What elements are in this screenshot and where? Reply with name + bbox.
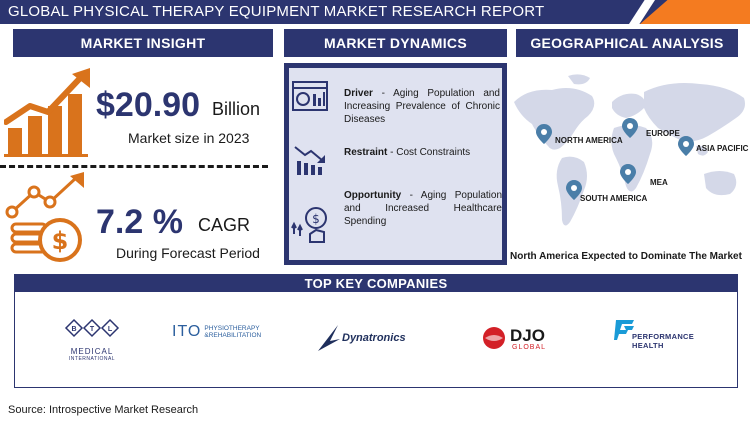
world-map [514, 74, 745, 226]
restraint-description: - Cost Constraints [390, 147, 471, 158]
europe-pin-icon [622, 118, 638, 138]
decline-chart-icon [294, 146, 325, 175]
restraint-text: Restraint - Cost Constraints [344, 146, 500, 159]
source-note: Source: Introspective Market Research [8, 404, 199, 416]
cagr-caption: During Forecast Period [116, 245, 260, 261]
djo-sub: GLOBAL [512, 344, 547, 351]
performance-health-mark-icon [614, 320, 634, 340]
djo-name: DJO [510, 326, 545, 345]
market-size-unit: Billion [212, 99, 261, 119]
ito-name: ITO [172, 323, 202, 340]
cagr-unit: CAGR [198, 215, 251, 235]
opportunity-text: Opportunity - Aging Population and Incre… [344, 189, 502, 228]
market-size-caption: Market size in 2023 [128, 130, 250, 146]
region-north-america: NORTH AMERICA [555, 136, 623, 145]
btl-sub2: INTERNATIONAL [68, 356, 116, 362]
top-key-companies-heading: TOP KEY COMPANIES [14, 274, 738, 292]
south-america-pin-icon [566, 180, 582, 200]
svg-text:T: T [90, 326, 95, 333]
bar-growth-icon [4, 68, 90, 157]
dynatronics-mark-icon [318, 325, 340, 351]
svg-text:B: B [71, 326, 76, 333]
djo-logo: DJO GLOBAL [482, 326, 562, 352]
restraint-label: Restraint [344, 147, 388, 158]
asia-pacific-pin-icon [678, 136, 694, 156]
dynatronics-logo: Dynatronics [316, 322, 426, 354]
svg-text:L: L [108, 326, 113, 333]
svg-text:$: $ [52, 227, 69, 255]
divider [0, 165, 268, 168]
dynatronics-name: Dynatronics [342, 332, 406, 344]
market-size-value: $20.90 [96, 86, 200, 124]
region-mea: MEA [650, 178, 668, 187]
region-europe: EUROPE [646, 129, 680, 138]
dollar-growth-icon: $ [5, 172, 84, 262]
geographical-analysis-heading: GEOGRAPHICAL ANALYSIS [516, 29, 738, 57]
svg-text:$: $ [312, 212, 320, 226]
opportunity-label: Opportunity [344, 190, 402, 201]
ito-sub2: &REHABILITATION [204, 332, 262, 339]
ito-sub1: PHYSIOTHERAPY [204, 325, 260, 332]
north-america-pin-icon [536, 124, 552, 144]
report-title: GLOBAL PHYSICAL THERAPY EQUIPMENT MARKET… [8, 3, 545, 20]
btl-logo: B T L MEDICAL INTERNATIONAL [64, 318, 120, 362]
performance-sub: HEALTH [632, 341, 664, 350]
market-dynamics-heading: MARKET DYNAMICS [284, 29, 507, 57]
header-bar: GLOBAL PHYSICAL THERAPY EQUIPMENT MARKET… [0, 0, 750, 24]
driver-text: Driver - Aging Population and Increasing… [344, 87, 500, 126]
opportunity-description: - Aging Population and Increased Healthc… [344, 190, 502, 227]
dashboard-icon [292, 81, 328, 111]
opportunity-icon: $ [291, 207, 327, 243]
market-insight-heading: MARKET INSIGHT [13, 29, 273, 57]
driver-description: - Aging Population and Increasing Preval… [344, 88, 500, 125]
region-asia-pacific: ASIA PACIFIC [696, 144, 749, 153]
mea-pin-icon [620, 164, 636, 184]
btl-logo-mark-icon: B T L [64, 318, 120, 338]
geo-caption: North America Expected to Dominate The M… [510, 251, 742, 262]
cagr-value: 7.2 % [96, 203, 183, 241]
btl-sub1: MEDICAL [70, 347, 114, 356]
performance-name: PERFORMANCE [632, 332, 695, 341]
driver-label: Driver [344, 88, 373, 99]
performance-health-logo: PERFORMANCE HEALTH [614, 318, 704, 350]
ito-logo: ITO PHYSIOTHERAPY &REHABILITATION [172, 320, 272, 344]
djo-mark-icon [483, 327, 505, 349]
region-south-america: SOUTH AMERICA [580, 194, 648, 203]
